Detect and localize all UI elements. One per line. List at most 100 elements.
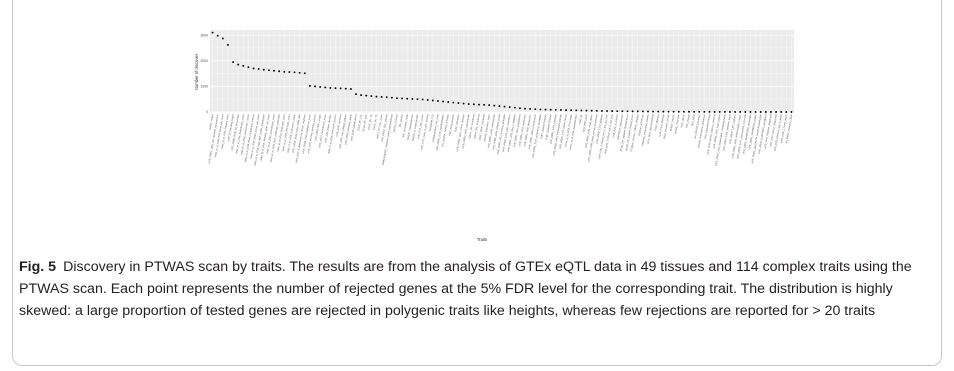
x-tick-label: RA_OKADA_European [694,113,701,139]
x-tick-label: UKB_20003_1140868226_aspirin [748,113,757,149]
x-tick-label: Jones_et_al_2016_Chronotype [564,113,573,147]
data-points [211,31,793,113]
data-point [437,100,439,102]
data-point [483,103,486,106]
x-tick-label: UKB_23099_Body_fat_percentage [231,113,240,151]
data-point [211,31,214,34]
data-point [657,110,660,113]
x-tick-label: UKB_50_Standing_height [227,114,235,142]
x-tick-label: GIANT_WHR_Combined [478,114,486,141]
x-tick-label: PGC_MDD [691,114,696,127]
y-tick-label: 1000 [200,85,208,89]
x-tick-label: UKB_20002_1226_hypothyroidism [436,114,445,151]
data-point [273,69,275,72]
data-point [534,108,537,111]
x-tick-label: MAGIC_Proinsulin [674,114,680,135]
data-point [575,109,578,112]
x-tick-label: UKB_20002_1094_deep_venous_thrombosis [587,113,598,162]
x-tick-label: UKB_6152_8_Asthma [612,114,619,138]
data-point [672,110,675,113]
x-tick-label: ICBP_SystolicPressure [540,113,547,139]
data-point [385,96,388,99]
x-tick-label: UKB_20002_1220_diabetes [596,113,604,144]
x-tick-label: UKB_20002_1462_crohns_disease [456,114,466,152]
data-point [308,84,311,87]
plot-panel [210,30,794,113]
x-tick-label: UKB_2443_Diabetes_diagnosed [764,114,773,149]
data-point [790,111,793,113]
data-point [232,61,235,63]
x-tick-label: MAGIC_ln_FastingInsulin [412,113,420,141]
x-tick-label: UKB_2453_Cancer_diagnosed [769,113,778,147]
data-point [713,110,716,113]
data-point [600,110,603,112]
x-tick-label: Astle_et_al_2016_Eosinophil_counts [287,113,297,153]
data-point [723,110,726,113]
data-point [590,109,593,112]
data-point [780,111,783,113]
x-tick-label: UKB_20002_1473_high_cholesterol [502,114,512,153]
x-tick-label: UKB_20002_1262_parkinsons [518,113,527,146]
data-point [355,93,357,96]
x-tick-label: UKB_20002_1309_osteoporosis [487,113,496,148]
data-point [349,87,352,90]
data-point [739,111,742,113]
data-point [242,64,245,67]
data-point [247,66,250,69]
x-tick-label: UKB_20127_Neuroticism_score [318,114,327,149]
data-point [539,108,542,111]
x-tick-label: UKB_1747_Hair_colour [376,114,383,139]
data-point [396,97,398,100]
y-tick-label: 3000 [200,33,208,37]
data-point [513,106,516,109]
figure-label: Fig. 5 [19,259,57,275]
data-point [416,98,419,101]
data-point [662,110,665,113]
data-point [529,107,532,110]
x-tick-label: UKB_20002_1075_heart_angina [713,113,722,148]
data-point [447,101,450,103]
data-point [647,110,649,113]
data-point [406,97,409,100]
data-point [749,111,752,113]
x-tick-label: UKB_20002_1286_depression [523,114,532,147]
data-point [688,110,690,113]
data-point [729,110,731,113]
data-point [216,34,219,37]
x-tick-label: Astle_et_al_2016_Eosinophil_percent [327,114,337,154]
data-point [636,110,639,113]
x-tick-label: EGG_BL [579,114,584,125]
x-tick-label: Astle_et_al_2016_Mean_corpuscular_volume [244,113,255,162]
x-tick-label: Astle_et_al_2016_Neutrophil_count [277,114,287,152]
x-tick-label: Astle_et_al_2016_Platelet_count [221,114,230,149]
x-tick-label: PGC_ADHD [680,114,685,128]
data-point [493,104,496,107]
plot-background [210,30,794,112]
data-point [682,110,685,113]
data-point [677,110,680,113]
x-tick-label: UKB_1717_Skin_colour [417,114,424,140]
x-tick-label: UKB_21001_Body_mass_index_BMI [292,114,302,154]
x-tick-label: GIANT_Height [209,114,215,130]
data-point [411,97,414,100]
x-tick-label: UKB_6152_7_Blood_clot_in_the_lung [604,114,614,155]
data-point [278,70,281,73]
x-tick-label: UKB_20002_1456_malabsorption_coeliac [731,113,742,158]
x-tick-label: Astle_et_al_2016_Lymphocyte_counts [240,113,250,155]
data-point [524,107,527,110]
data-point [334,87,337,90]
data-point [339,87,342,90]
data-point [703,110,706,113]
x-tick-label: Astle_et_al_2016_White_blood_cell_count [250,114,261,159]
data-point [462,102,465,105]
data-point [221,37,224,40]
data-point [698,110,701,113]
x-tick-label: CKDGen_eGFRcrea [638,114,645,137]
data-point [554,108,557,111]
x-tick-label: UKB_20003_1140879802_amlodipine [758,113,768,154]
data-point [467,103,470,106]
data-point [621,110,624,113]
x-tick-label: GLGC_Mc_TC [373,114,379,130]
x-tick-label: PGC_Bipolar [685,114,690,128]
figure-caption: Fig. 5 Discovery in PTWAS scan by traits.… [19,256,931,322]
